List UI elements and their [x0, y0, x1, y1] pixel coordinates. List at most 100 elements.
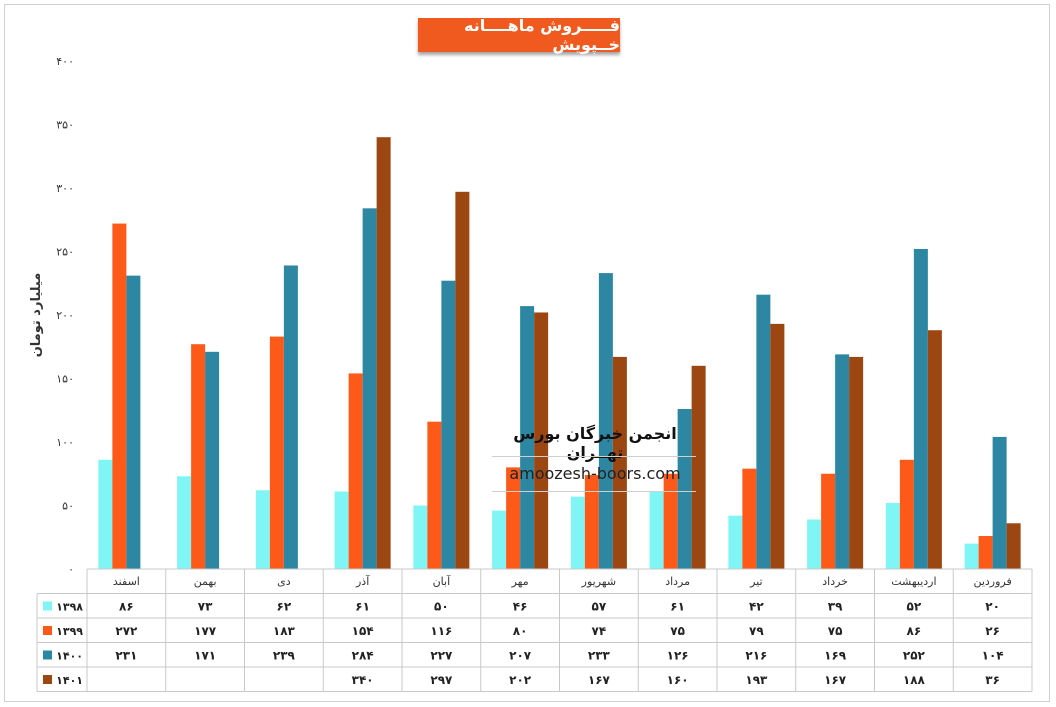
bar-5-series-3: [677, 408, 692, 569]
bar-9-series-1: [334, 491, 349, 569]
data-label: ۸۶: [907, 624, 922, 638]
y-axis: ۰ ۵۰ ۱۰۰ ۱۵۰ ۲۰۰ ۲۵۰ ۳۰۰ ۳۵۰ ۴۰۰: [56, 55, 74, 576]
legend-swatch: [43, 601, 52, 611]
bar-11-series-2: [191, 344, 206, 569]
bar-8-series-4: [455, 191, 470, 569]
legend-swatch: [43, 626, 52, 635]
y-tick-label: ۲۵۰: [56, 246, 74, 259]
data-label: ۱۸۸: [903, 673, 926, 687]
y-tick-label: ۱۰۰: [56, 436, 74, 449]
bar-5-series-2: [663, 473, 678, 569]
bar-7-series-4: [534, 312, 549, 569]
bar-12-series-2: [112, 223, 127, 569]
data-label: ۷۵: [828, 624, 843, 638]
bars: [98, 137, 1021, 569]
x-tick-label: بهمن: [194, 575, 217, 588]
watermark-divider: [492, 491, 696, 492]
data-table: فروردین اردیبهشت خرداد تیر مرداد شهریور مهر آبا…: [36, 568, 1033, 692]
bar-9-series-4: [376, 137, 391, 569]
data-label: ۱۶۹: [824, 649, 847, 663]
bar-7-series-1: [492, 510, 507, 569]
data-label: ۱۷۱: [194, 649, 216, 663]
bar-5-series-4: [691, 365, 706, 569]
bar-9-series-3: [362, 208, 377, 569]
y-tick-label: ۰: [68, 563, 74, 576]
watermark-url: amoozesh-boors.com: [509, 464, 681, 483]
data-label: ۲۶: [985, 624, 1000, 638]
data-label: ۱۶۷: [588, 673, 611, 687]
bar-4-series-2: [742, 468, 757, 569]
data-label: ۷۵: [670, 624, 685, 638]
x-tick-label: اسفند: [113, 575, 140, 588]
data-label: ۶۱: [670, 600, 685, 614]
data-label: ۲۱۶: [745, 649, 767, 663]
data-label: ۲۳۹: [273, 649, 296, 663]
x-tick-label: دی: [277, 575, 291, 588]
data-label: ۱۱۶: [430, 624, 452, 638]
x-tick-label: فروردین: [973, 575, 1011, 588]
data-label: ۲۸۴: [352, 649, 374, 663]
x-tick-label: آبان: [433, 574, 451, 588]
data-label: ۵۷: [592, 600, 607, 614]
data-label: ۲۲۷: [430, 649, 453, 663]
bar-3-series-2: [821, 473, 836, 569]
x-tick-label: اردیبهشت: [891, 575, 936, 588]
x-tick-label: خرداد: [822, 575, 848, 588]
data-label: ۷۹: [749, 624, 764, 638]
data-label: ۵۲: [907, 600, 922, 614]
data-label: ۳۴۰: [352, 673, 374, 687]
data-label: ۳۶: [985, 673, 1000, 687]
bar-11-series-3: [205, 351, 220, 569]
bar-6-series-4: [612, 356, 627, 569]
legend-label: ۱۳۹۹: [56, 625, 83, 638]
x-tick-label: تیر: [749, 575, 762, 588]
chart-title: فـــــروش ماهــــانه خــپویش: [418, 16, 620, 54]
y-tick-label: ۴۰۰: [56, 55, 74, 68]
y-tick-label: ۲۰۰: [56, 309, 74, 322]
bar-3-series-4: [849, 356, 864, 569]
data-label: ۲۰۲: [509, 673, 532, 687]
data-label: ۸۶: [119, 600, 134, 614]
data-label: ۲۵۲: [903, 649, 926, 663]
bar-8-series-3: [441, 280, 456, 569]
bar-3-series-3: [835, 354, 850, 569]
data-label: ۴۶: [513, 600, 528, 614]
y-axis-label: میلیارد تومان: [29, 273, 44, 358]
legend-label: ۱۴۰۰: [56, 650, 83, 663]
chart-frame: [4, 4, 1050, 702]
legend-swatch: [43, 675, 52, 684]
bar-2-series-1: [885, 502, 900, 569]
data-label: ۲۳۱: [115, 649, 137, 663]
y-tick-label: ۳۵۰: [56, 119, 74, 132]
data-label: ۶۱: [355, 600, 370, 614]
bar-7-series-2: [506, 467, 521, 569]
x-tick-label: مرداد: [665, 575, 690, 588]
bar-12-series-1: [98, 459, 113, 569]
bar-4-series-1: [728, 515, 743, 569]
bar-3-series-1: [807, 519, 822, 569]
legend-label: ۱۳۹۸: [56, 601, 83, 614]
data-label: ۶۲: [277, 600, 292, 614]
data-label: ۱۸۳: [273, 624, 296, 638]
bar-11-series-1: [177, 476, 192, 569]
bar-1-series-2: [978, 535, 993, 569]
data-label: ۱۶۰: [667, 673, 689, 687]
bar-10-series-3: [283, 265, 298, 569]
bar-2-series-3: [913, 248, 928, 569]
x-tick-label: شهریور: [581, 575, 616, 588]
data-label: ۱۶۷: [824, 673, 847, 687]
data-label: ۲۷۲: [115, 624, 138, 638]
data-label: ۱۵۴: [352, 624, 374, 638]
watermark-divider: [492, 456, 696, 457]
bar-6-series-2: [584, 475, 599, 569]
bar-4-series-4: [770, 323, 785, 569]
bar-2-series-2: [899, 459, 914, 569]
data-label: ۸۰: [513, 624, 528, 638]
bar-8-series-2: [427, 421, 442, 569]
y-tick-label: ۱۵۰: [56, 373, 74, 386]
bar-9-series-2: [348, 373, 363, 569]
bar-10-series-2: [269, 336, 284, 569]
data-label: ۱۹۳: [745, 673, 768, 687]
data-label: ۳۹: [828, 600, 843, 614]
